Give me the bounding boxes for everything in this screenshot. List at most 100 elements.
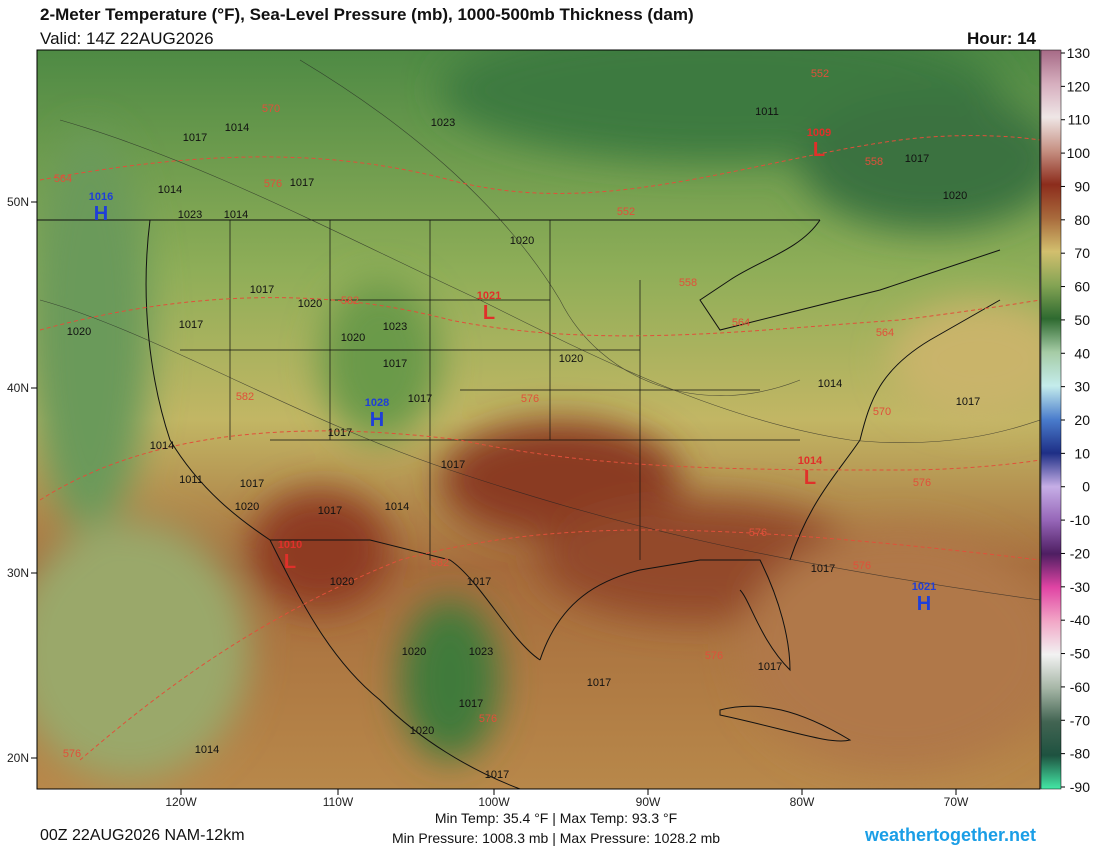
- thickness-label: 558: [679, 277, 697, 289]
- thickness-label: 582: [236, 391, 254, 403]
- colorbar-label: 30: [1074, 379, 1090, 395]
- forecast-hour: Hour: 14: [967, 29, 1037, 48]
- thickness-label: 576: [913, 477, 931, 489]
- colorbar-label: -90: [1070, 779, 1090, 795]
- isobar-label: 1017: [328, 427, 352, 439]
- colorbar-label: -40: [1070, 612, 1090, 628]
- isobar-label: 1020: [341, 332, 365, 344]
- colorbar-label: -20: [1070, 545, 1090, 561]
- pressure-value: 1021: [477, 290, 501, 302]
- colorbar-label: 80: [1074, 212, 1090, 228]
- colorbar-label: 110: [1068, 112, 1091, 128]
- colorbar-label: 130: [1067, 45, 1091, 61]
- pressure-value: 1028: [365, 397, 389, 409]
- isobar-label: 1017: [383, 358, 407, 370]
- isobar-label: 1020: [298, 298, 322, 310]
- isobar-label: 1017: [467, 576, 491, 588]
- map-labels: 1016H1028H1021H1009L1021L1014L1010L10171…: [54, 68, 980, 781]
- west-coast-border: [145, 219, 541, 661]
- thickness-label: 564: [54, 173, 72, 185]
- thickness-label: 558: [865, 156, 883, 168]
- isobar-label: 1017: [485, 769, 509, 781]
- isobar-label: 1020: [402, 646, 426, 658]
- east-coast: [789, 299, 1001, 561]
- colorbar-label: 90: [1074, 178, 1090, 194]
- colorbar-label: 120: [1067, 78, 1091, 94]
- lat-label: 40N: [7, 381, 29, 395]
- thickness-label: 576: [521, 393, 539, 405]
- pressure-symbol: L: [483, 302, 495, 324]
- boundaries: [37, 219, 1001, 789]
- isobar-label: 1023: [383, 321, 407, 333]
- thickness-label: 552: [811, 68, 829, 80]
- state-borders: [180, 220, 800, 560]
- colorbar-label: -60: [1070, 679, 1090, 695]
- isobar-label: 1017: [179, 319, 203, 331]
- isobar-label: 1017: [905, 153, 929, 165]
- isobar-label: 1014: [150, 440, 174, 452]
- isobar-label: 1011: [179, 474, 203, 486]
- thickness-label: 582: [431, 557, 449, 569]
- lon-label: 110W: [323, 795, 354, 809]
- isobar-label: 1020: [943, 190, 967, 202]
- gulf-coast: [539, 559, 791, 672]
- isobar-label: 1014: [818, 378, 842, 390]
- isobar-label: 1017: [240, 478, 264, 490]
- colorbar-label: -30: [1070, 579, 1090, 595]
- isobar-label: 1020: [235, 501, 259, 513]
- isobar-label: 1023: [469, 646, 493, 658]
- pressure-value: 1010: [278, 539, 302, 551]
- isobar-label: 1014: [225, 122, 249, 134]
- pressure-value: 1021: [912, 581, 936, 593]
- isobar-label: 1017: [408, 393, 432, 405]
- thickness-label: 552: [617, 206, 635, 218]
- thickness-label: 564: [876, 327, 894, 339]
- colorbar-label: 20: [1074, 412, 1090, 428]
- colorbar-label: 0: [1082, 479, 1090, 495]
- isobar-label: 1017: [587, 677, 611, 689]
- isobar-label: 1017: [459, 698, 483, 710]
- isobar-label: 1020: [410, 725, 434, 737]
- isobar-label: 1023: [431, 117, 455, 129]
- isobar-label: 1020: [510, 235, 534, 247]
- isobar-label: 1014: [158, 184, 182, 196]
- thickness-label: 570: [873, 406, 891, 418]
- colorbar-label: -10: [1070, 512, 1090, 528]
- pressure-value: 1009: [807, 127, 831, 139]
- map-frame: [36, 49, 1041, 790]
- isobar-label: 1020: [559, 353, 583, 365]
- isobar-label: 1023: [178, 209, 202, 221]
- thickness-label: 576: [853, 560, 871, 572]
- thickness-label: 576: [479, 713, 497, 725]
- lon-label: 80W: [790, 795, 815, 809]
- thickness-label: 576: [264, 178, 282, 190]
- lat-label: 50N: [7, 195, 29, 209]
- colorbar-label: 100: [1067, 145, 1091, 161]
- pressure-symbol: H: [94, 203, 108, 225]
- temperature-field: [37, 50, 1040, 780]
- pressure-symbol: L: [284, 551, 296, 573]
- thickness-label: 582: [341, 295, 359, 307]
- colorbar-label: -50: [1070, 646, 1090, 662]
- lat-label: 30N: [7, 566, 29, 580]
- colorbar-label: 10: [1074, 445, 1090, 461]
- thickness-label: 576: [749, 527, 767, 539]
- lat-label: 20N: [7, 751, 29, 765]
- lon-label: 100W: [478, 795, 510, 809]
- colorbar-label: 60: [1074, 279, 1090, 295]
- thickness-label: 576: [63, 748, 81, 760]
- lon-label: 90W: [636, 795, 661, 809]
- pressure-value: 1014: [798, 455, 823, 467]
- title: 2-Meter Temperature (°F), Sea-Level Pres…: [40, 5, 694, 24]
- pressure-symbol: L: [813, 139, 825, 161]
- pressure-value: 1016: [89, 191, 113, 203]
- isobar-label: 1014: [195, 744, 219, 756]
- map: 1016H1028H1021H1009L1021L1014L1010L10171…: [37, 50, 1040, 789]
- isobar-label: 1017: [183, 132, 207, 144]
- colorbar-label: -70: [1070, 712, 1090, 728]
- isobar-label: 1017: [441, 459, 465, 471]
- colorbar-label: 50: [1074, 312, 1090, 328]
- thickness-contours: [39, 135, 1040, 761]
